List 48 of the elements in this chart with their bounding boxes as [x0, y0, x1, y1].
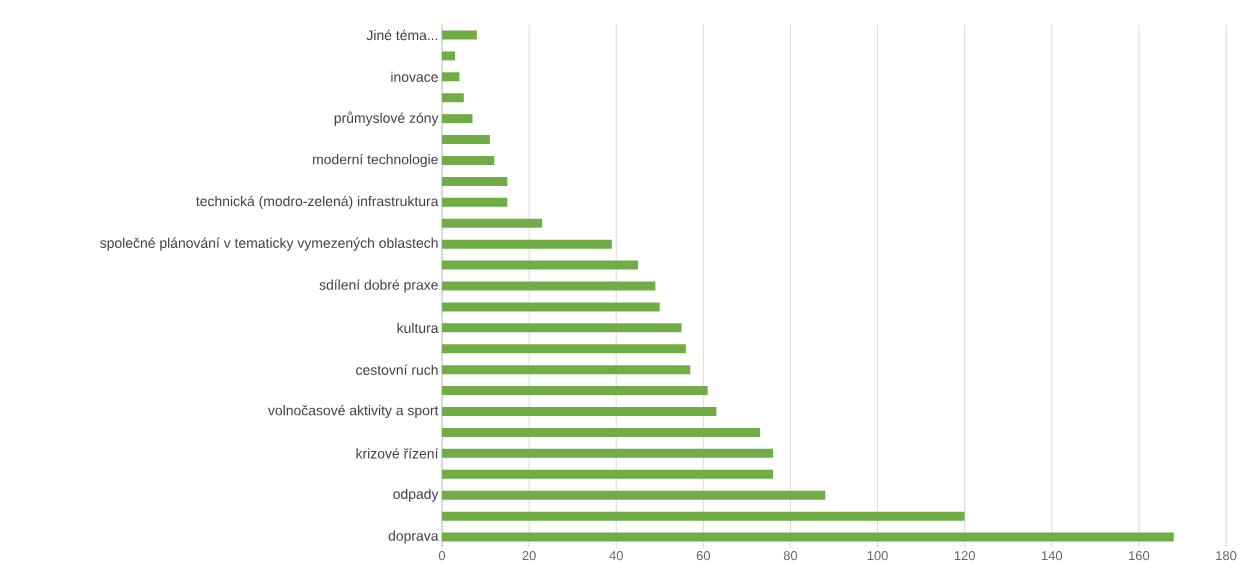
bar	[442, 155, 495, 165]
bar	[442, 386, 708, 396]
y-tick-label: průmyslové zóny	[334, 111, 439, 126]
y-tick-label: inovace	[391, 71, 438, 82]
bar	[442, 51, 456, 61]
bar	[442, 469, 774, 479]
x-tick-label: 100	[867, 551, 888, 561]
bar	[442, 72, 460, 82]
x-tick-label: 20	[522, 551, 536, 561]
bar	[442, 344, 686, 354]
bar	[442, 490, 826, 500]
y-tick-label: Jiné téma...	[366, 29, 438, 41]
y-tick-label: sdílení dobré praxe	[319, 279, 438, 293]
bar	[442, 260, 638, 270]
bar	[442, 114, 473, 124]
bar	[442, 30, 477, 40]
bar	[442, 135, 490, 145]
bar	[442, 93, 464, 103]
bar	[442, 176, 508, 186]
bar	[442, 239, 612, 249]
y-tick-label: doprava	[388, 530, 439, 544]
bar	[442, 365, 691, 375]
x-tick-label: 140	[1041, 551, 1063, 561]
bar	[442, 197, 508, 207]
x-tick-label: 120	[954, 551, 975, 561]
bar	[442, 281, 656, 291]
y-tick-label: moderní technologie	[313, 153, 438, 168]
x-tick-label: 80	[783, 551, 798, 561]
y-tick-label: odpady	[393, 488, 439, 502]
y-tick-label: volnočasové aktivity a sport	[267, 404, 439, 419]
bar	[442, 302, 660, 312]
x-tick-label: 180	[1216, 551, 1237, 561]
bar	[442, 427, 760, 437]
x-tick-label: 160	[1129, 551, 1150, 561]
x-tick-label: 40	[609, 551, 623, 561]
bar	[442, 323, 682, 333]
bar	[442, 218, 543, 228]
y-tick-label: technická (modro-zelená) infrastruktura	[196, 195, 439, 209]
bar	[442, 511, 965, 521]
bar	[442, 532, 1174, 542]
x-tick-label: 60	[696, 551, 711, 561]
y-tick-label: krizové řízení	[356, 448, 439, 459]
x-tick-label: 0	[438, 551, 446, 561]
y-tick-label: společné plánování v tematicky vymezených oblastech	[100, 237, 438, 251]
y-tick-label: cestovní ruch	[356, 364, 438, 375]
bar	[442, 407, 717, 417]
bar	[442, 448, 774, 458]
y-tick-label: kultura	[397, 322, 439, 333]
